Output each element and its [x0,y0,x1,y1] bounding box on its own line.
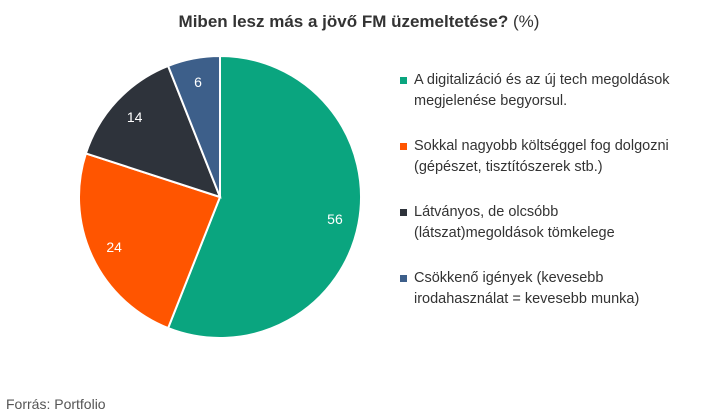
pie-slice-3 [84,64,222,199]
legend-label-4: Csökkenő igények (kevesebb irodahasznála… [414,270,640,307]
legend-item-4: Csökkenő igények (kevesebb irodahasznála… [400,268,710,334]
legend: A digitalizáció és az új tech megoldások… [400,70,710,334]
pie-slice-2 [78,152,222,330]
slice-value-label-3: 14 [127,109,143,125]
legend-swatch-3 [400,209,407,216]
pie-slice-1 [166,54,362,339]
slice-value-label-1: 56 [327,211,343,227]
legend-swatch-2 [400,143,407,150]
legend-item-1: A digitalizáció és az új tech megoldások… [400,70,710,136]
chart-title-main: Miben lesz más a jövő FM üzemeltetése? [178,12,509,31]
legend-label-1: A digitalizáció és az új tech megoldások… [414,72,670,109]
source-note: Forrás: Portfolio [6,396,106,412]
pie-slice-4 [166,54,221,198]
legend-swatch-4 [400,275,407,282]
legend-swatch-1 [400,77,407,84]
chart-title: Miben lesz más a jövő FM üzemeltetése? (… [0,12,718,32]
legend-label-2: Sokkal nagyobb költséggel fog dolgozni (… [414,138,669,175]
slice-value-label-4: 6 [194,74,202,90]
legend-item-2: Sokkal nagyobb költséggel fog dolgozni (… [400,136,710,202]
slice-value-label-2: 24 [106,239,122,255]
legend-item-3: Látványos, de olcsóbb (látszat)megoldáso… [400,202,710,268]
chart-title-unit: (%) [513,12,540,31]
legend-label-3: Látványos, de olcsóbb (látszat)megoldáso… [414,204,615,241]
